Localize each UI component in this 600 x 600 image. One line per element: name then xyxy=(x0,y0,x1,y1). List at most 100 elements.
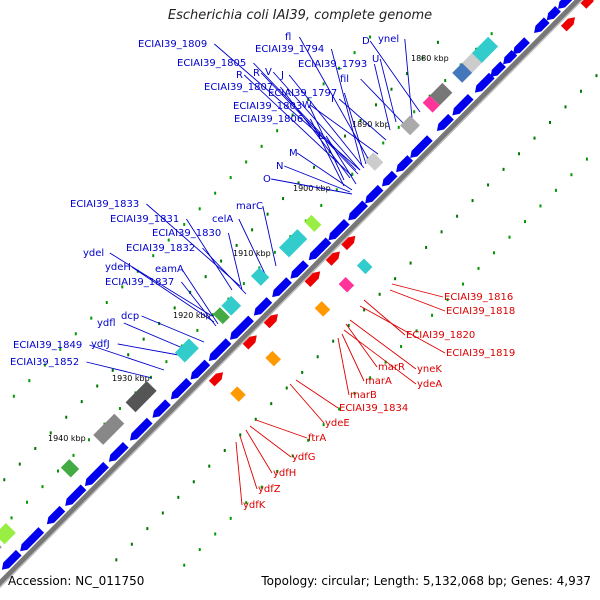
accession-text: Accession: NC_011750 xyxy=(8,574,145,588)
label-leader xyxy=(227,232,243,291)
feature-box xyxy=(212,307,230,325)
guide-dot xyxy=(320,203,323,207)
guide-dot xyxy=(214,191,217,195)
guide-dot xyxy=(10,516,13,520)
kbp-tick-label: 1920 kbp xyxy=(173,311,211,320)
label-leader xyxy=(86,361,153,379)
reverse-gene-label: ftrA xyxy=(308,433,326,444)
label-leader xyxy=(146,203,241,287)
forward-gene-label: ydfJ xyxy=(91,339,110,350)
guide-dot xyxy=(165,360,168,364)
reverse-gene-label: ydfZ xyxy=(258,484,281,495)
guide-dot xyxy=(196,328,199,332)
guide-dot xyxy=(363,308,366,312)
guide-dot xyxy=(307,97,310,101)
guide-dot xyxy=(369,35,372,39)
reverse-gene-arrow xyxy=(242,335,257,350)
label-leader xyxy=(181,281,217,327)
forward-gene-label: dcp xyxy=(121,311,139,322)
forward-gene-arrow xyxy=(546,6,561,21)
guide-dot xyxy=(26,500,29,504)
guide-dot xyxy=(316,355,319,359)
forward-gene-label: R xyxy=(253,68,260,79)
guide-dot xyxy=(353,51,356,55)
reverse-gene-label: ECIAI39_1818 xyxy=(446,306,515,317)
guide-dot xyxy=(462,282,465,286)
label-leader xyxy=(289,383,325,424)
guide-dot xyxy=(344,134,347,138)
guide-dot xyxy=(539,204,542,208)
forward-gene-arrow xyxy=(272,277,292,298)
forward-gene-arrow xyxy=(190,359,211,380)
guide-dot xyxy=(152,254,155,258)
guide-dot xyxy=(477,266,480,270)
forward-gene-label: ECIAI39_1805 xyxy=(177,58,246,69)
guide-dot xyxy=(397,125,400,129)
guide-dot xyxy=(322,82,325,86)
label-leader xyxy=(363,299,406,336)
forward-gene-label: fil xyxy=(340,74,349,85)
guide-dot xyxy=(446,298,449,302)
forward-gene-label: ECIAI39_1803 xyxy=(233,101,302,112)
label-leader xyxy=(369,40,421,113)
kbp-tick-label: 1930 kbp xyxy=(112,374,150,383)
label-leader xyxy=(360,78,405,125)
forward-gene-label: I xyxy=(331,94,334,105)
forward-gene-arrow xyxy=(253,297,273,316)
genome-backbone xyxy=(0,0,584,589)
label-leader xyxy=(295,379,339,409)
forward-gene-label: ydfl xyxy=(97,318,116,329)
guide-dot xyxy=(436,40,439,44)
guide-dot xyxy=(285,386,288,390)
guide-dot xyxy=(338,407,341,411)
guide-dot xyxy=(260,144,263,148)
guide-dot xyxy=(118,407,121,411)
label-leader xyxy=(238,218,267,277)
label-leader xyxy=(253,62,357,171)
guide-dot xyxy=(369,376,372,380)
forward-gene-arrow xyxy=(46,505,66,525)
guide-dot xyxy=(425,245,428,249)
feature-box xyxy=(174,338,199,363)
guide-dot xyxy=(242,282,245,286)
guide-dot xyxy=(394,277,397,281)
reverse-gene-arrow xyxy=(580,0,594,9)
forward-gene-label: eamA xyxy=(155,264,184,275)
label-leader xyxy=(349,319,417,370)
guide-dot xyxy=(375,103,378,107)
guide-dot xyxy=(189,290,192,294)
forward-gene-arrow xyxy=(208,338,232,361)
label-leader xyxy=(341,333,365,382)
label-leader xyxy=(330,48,363,167)
reverse-gene-label: marR xyxy=(378,362,405,373)
guide-dot xyxy=(291,113,294,117)
guide-dot xyxy=(523,220,526,224)
label-leader xyxy=(288,74,365,169)
label-leader xyxy=(391,283,444,298)
guide-dot xyxy=(390,87,393,91)
reverse-gene-label: ECIAI39_1834 xyxy=(339,403,408,414)
guide-dot xyxy=(335,188,338,192)
guide-dot xyxy=(173,306,176,310)
reverse-gene-arrow xyxy=(560,17,576,32)
forward-gene-arrow xyxy=(396,155,414,173)
label-leader xyxy=(309,118,345,187)
guide-dot xyxy=(260,485,263,489)
label-leader xyxy=(296,152,353,191)
feature-box xyxy=(230,386,246,402)
reverse-gene-arrow xyxy=(263,314,278,329)
guide-dot xyxy=(167,238,170,242)
gene-features xyxy=(0,0,594,570)
guide-dot xyxy=(74,332,77,336)
reverse-gene-label: ydfG xyxy=(292,452,316,463)
forward-gene-arrow xyxy=(512,37,530,55)
label-leader xyxy=(202,247,247,295)
guide-dot xyxy=(146,527,149,531)
guide-dot xyxy=(208,464,211,468)
forward-gene-label: ECIAI39_1830 xyxy=(152,228,221,239)
backbone-highlight xyxy=(0,0,584,589)
guide-dot xyxy=(554,188,557,192)
label-leader xyxy=(262,205,277,267)
guide-dot xyxy=(301,370,304,374)
